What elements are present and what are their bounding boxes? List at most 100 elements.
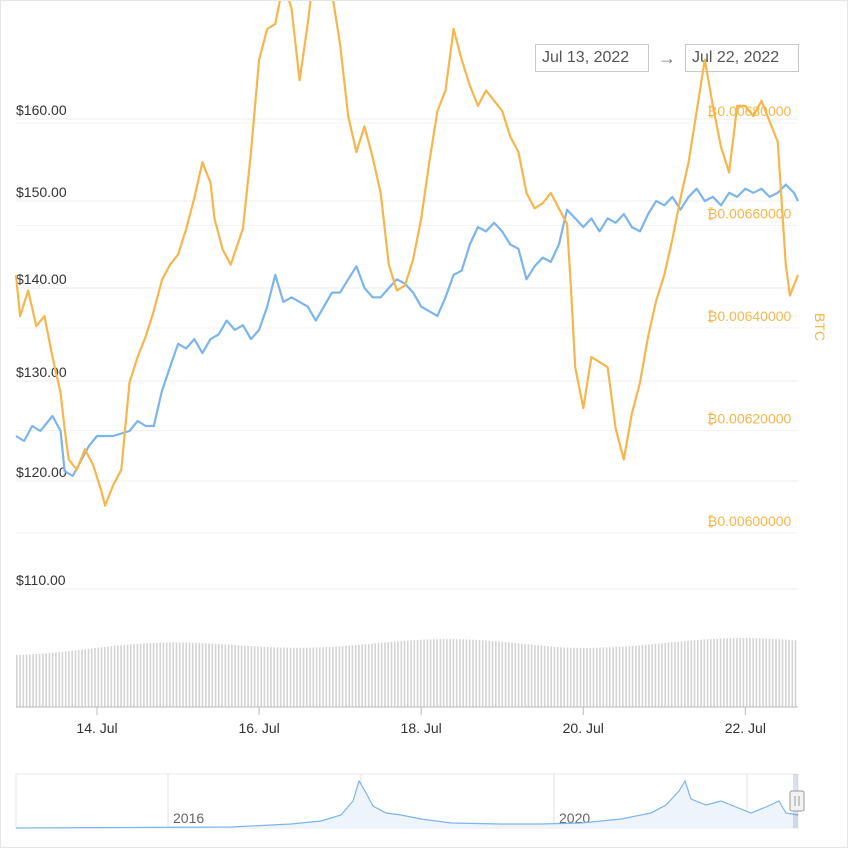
volume-bar [742, 638, 745, 707]
volume-bar [569, 647, 572, 707]
volume-bar [104, 646, 106, 707]
volume-bar [279, 647, 282, 707]
volume-bar [547, 646, 549, 707]
volume-bar [436, 639, 438, 707]
volume-bar [77, 649, 80, 707]
volume-bar [644, 644, 647, 707]
y-tick-left: $130.00 [16, 364, 67, 380]
volume-bar [165, 642, 168, 707]
volume-bar [755, 638, 758, 707]
volume-bar [58, 652, 60, 707]
volume-bar [781, 639, 784, 707]
volume-bar [380, 642, 383, 707]
volume-bar [788, 639, 790, 707]
volume-bar [247, 645, 249, 707]
volume-bar [605, 647, 608, 707]
volume-bar [511, 642, 513, 707]
volume-bar [293, 647, 295, 707]
volume-bar [674, 642, 676, 707]
volume-bar [553, 646, 556, 707]
volume-bar [498, 641, 500, 707]
volume-bar [64, 651, 67, 707]
volume-bar [426, 639, 429, 707]
volume-bar [726, 638, 728, 707]
volume-bar [227, 644, 230, 707]
volume-bar [377, 643, 380, 707]
volume-bar [573, 647, 575, 707]
volume-bar [475, 639, 477, 707]
volume-bar [622, 646, 624, 707]
navigator[interactable]: 2016201820202022 [15, 773, 805, 829]
volume-bar [534, 645, 536, 707]
volume-bar [524, 644, 526, 707]
volume-bar [45, 653, 47, 707]
volume-bar [29, 654, 31, 707]
volume-bar [697, 640, 699, 707]
series-line-usd [15, 183, 799, 478]
volume-bar [491, 641, 494, 707]
volume-bar [71, 650, 73, 707]
volume-bar [713, 638, 715, 707]
volume-bar [394, 641, 396, 707]
volume-bar [615, 647, 618, 707]
volume-bar [768, 638, 771, 707]
volume-bar [508, 642, 510, 707]
volume-bar [110, 646, 113, 707]
volume-bar [55, 652, 57, 707]
volume-bar [100, 647, 103, 707]
volume-bar [684, 641, 686, 707]
volume-bar [403, 640, 406, 707]
volume-bar [664, 643, 666, 707]
series-lines [14, 1, 800, 507]
volume-bar [612, 647, 614, 707]
volume-bar [723, 638, 725, 707]
volume-bar [152, 642, 155, 707]
x-tick-label: 18. Jul [401, 720, 442, 736]
volume-bar [583, 647, 585, 707]
navigator-handle[interactable] [789, 790, 805, 812]
volume-bar [485, 640, 487, 707]
volume-bar [410, 640, 412, 707]
volume-bar [527, 644, 530, 707]
volume-bar [273, 647, 275, 707]
volume-bar [579, 647, 582, 707]
volume-bar [81, 649, 83, 707]
volume-bar [68, 651, 70, 707]
volume-bar [126, 644, 129, 707]
volume-bar [139, 643, 142, 707]
volume-bar [433, 639, 435, 707]
navigator-tick: 2020 [559, 810, 590, 826]
volume-bar [420, 639, 422, 707]
volume-bar [322, 647, 324, 707]
volume-bar [631, 645, 634, 707]
volume-bar [266, 647, 269, 707]
volume-bar [253, 646, 256, 707]
volume-bar [257, 646, 259, 707]
volume-bar [752, 638, 754, 707]
volume-bar [501, 641, 504, 707]
range-arrow: → [658, 48, 676, 68]
volume-bar [231, 644, 233, 707]
y-tick-left: $140.00 [16, 271, 67, 287]
volume-bar [130, 644, 132, 707]
volume-bar [693, 640, 696, 707]
range-start-input[interactable]: Jul 13, 2022 [535, 44, 649, 72]
volume-bar [309, 647, 311, 707]
volume-bar [302, 647, 305, 707]
volume-bar [495, 641, 497, 707]
volume-bar [351, 645, 354, 707]
volume-bar [61, 651, 64, 707]
volume-bar [263, 646, 266, 707]
volume-bar [159, 642, 161, 707]
volume-bar [641, 645, 644, 707]
volume-bar [97, 647, 100, 707]
volume-bar [143, 643, 145, 707]
volume-bar [455, 639, 458, 707]
volume-bar [775, 639, 777, 707]
volume-bar [602, 647, 605, 707]
volume-bar [543, 645, 546, 707]
volume-bar [345, 645, 347, 707]
navigator-line [15, 779, 799, 829]
volume-bar [169, 642, 171, 707]
volume-bar [416, 640, 419, 707]
